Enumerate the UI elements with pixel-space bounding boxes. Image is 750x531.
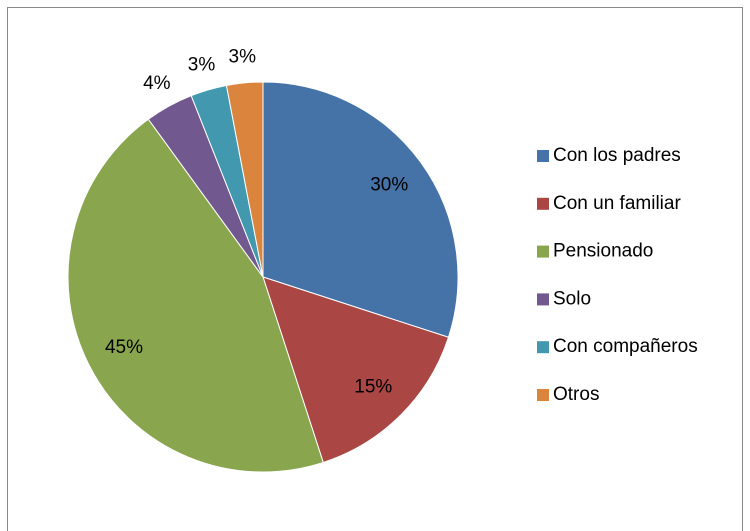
pie-slice bbox=[262, 276, 450, 464]
data-label: 4% bbox=[143, 73, 171, 94]
pie-slice bbox=[262, 81, 459, 338]
legend-label: Pensionado bbox=[553, 241, 653, 262]
legend-swatch bbox=[537, 341, 549, 354]
legend-label: Con un familiar bbox=[553, 193, 681, 214]
data-label: 45% bbox=[105, 337, 143, 358]
legend-label: Otros bbox=[553, 384, 599, 405]
legend-swatch bbox=[537, 245, 549, 258]
legend-swatch bbox=[537, 197, 549, 210]
legend-label: Con compañeros bbox=[553, 336, 698, 357]
data-label: 30% bbox=[370, 174, 408, 195]
data-label: 15% bbox=[354, 376, 392, 397]
legend-swatch bbox=[537, 293, 549, 306]
data-label: 3% bbox=[229, 47, 257, 68]
pie-slice bbox=[225, 81, 264, 278]
legend-label: Con los padres bbox=[553, 145, 681, 166]
pie-slice bbox=[67, 118, 324, 473]
data-label: 3% bbox=[188, 54, 216, 75]
legend-label: Solo bbox=[553, 288, 591, 309]
legend-swatch bbox=[537, 150, 549, 162]
legend-swatch bbox=[537, 389, 549, 401]
